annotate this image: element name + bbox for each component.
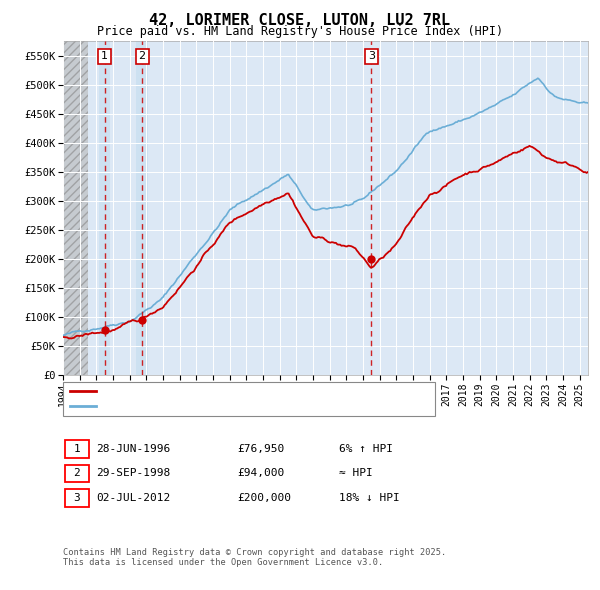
Text: 42, LORIMER CLOSE, LUTON, LU2 7RL (detached house): 42, LORIMER CLOSE, LUTON, LU2 7RL (detac… <box>101 386 401 396</box>
Text: 1: 1 <box>101 51 108 61</box>
Text: 2: 2 <box>73 468 80 478</box>
Text: 42, LORIMER CLOSE, LUTON, LU2 7RL: 42, LORIMER CLOSE, LUTON, LU2 7RL <box>149 13 451 28</box>
Text: 18% ↓ HPI: 18% ↓ HPI <box>339 493 400 503</box>
Text: Price paid vs. HM Land Registry's House Price Index (HPI): Price paid vs. HM Land Registry's House … <box>97 25 503 38</box>
Bar <box>98 41 110 375</box>
Text: 28-JUN-1996: 28-JUN-1996 <box>96 444 170 454</box>
Text: 3: 3 <box>368 51 375 61</box>
Text: HPI: Average price, detached house, Luton: HPI: Average price, detached house, Luto… <box>101 401 347 411</box>
Text: £76,950: £76,950 <box>237 444 284 454</box>
Text: ≈ HPI: ≈ HPI <box>339 468 373 478</box>
Text: Contains HM Land Registry data © Crown copyright and database right 2025.
This d: Contains HM Land Registry data © Crown c… <box>63 548 446 567</box>
Text: 02-JUL-2012: 02-JUL-2012 <box>96 493 170 503</box>
Text: 1: 1 <box>73 444 80 454</box>
Text: 6% ↑ HPI: 6% ↑ HPI <box>339 444 393 454</box>
Text: 29-SEP-1998: 29-SEP-1998 <box>96 468 170 478</box>
Text: 2: 2 <box>139 51 146 61</box>
Text: £200,000: £200,000 <box>237 493 291 503</box>
Text: £94,000: £94,000 <box>237 468 284 478</box>
Bar <box>136 41 148 375</box>
Text: 3: 3 <box>73 493 80 503</box>
Bar <box>63 41 88 375</box>
